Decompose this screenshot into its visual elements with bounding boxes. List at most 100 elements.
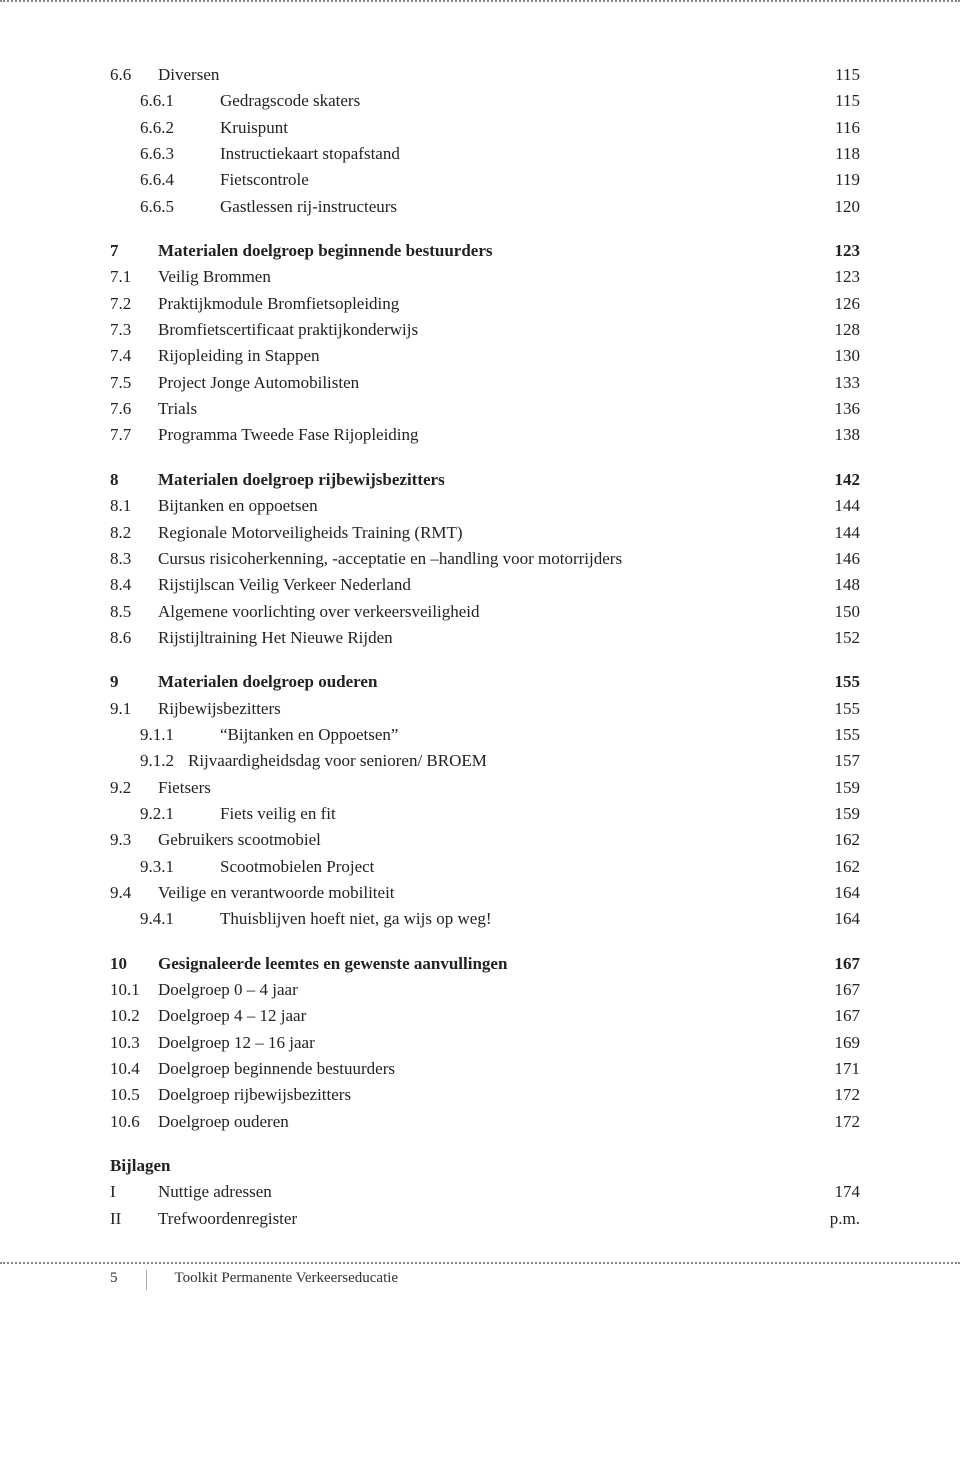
toc-page-number: 155 bbox=[815, 696, 861, 722]
toc-title: Materialen doelgroep rijbewijsbezitters bbox=[158, 467, 815, 493]
toc-page-number: 155 bbox=[815, 669, 861, 695]
toc-page-content: 6.6Diversen1156.6.1Gedragscode skaters11… bbox=[0, 2, 960, 1262]
toc-number: 9 bbox=[110, 669, 158, 695]
toc-label: 8Materialen doelgroep rijbewijsbezitters bbox=[110, 467, 815, 493]
toc-entry: Bijlagen bbox=[110, 1153, 860, 1179]
toc-label: 8.4Rijstijlscan Veilig Verkeer Nederland bbox=[110, 572, 815, 598]
toc-number: 7.1 bbox=[110, 264, 158, 290]
toc-entry: 6.6.1Gedragscode skaters115 bbox=[110, 88, 860, 114]
toc-page-number: 115 bbox=[815, 88, 860, 114]
toc-entry: 10.5Doelgroep rijbewijsbezitters172 bbox=[110, 1082, 860, 1108]
toc-number: 8.4 bbox=[110, 572, 158, 598]
toc-title: Rijbewijsbezitters bbox=[158, 696, 815, 722]
toc-page-number: 164 bbox=[815, 880, 861, 906]
toc-number: 6.6.4 bbox=[140, 167, 220, 193]
toc-label: 9Materialen doelgroep ouderen bbox=[110, 669, 815, 695]
toc-number: 8 bbox=[110, 467, 158, 493]
toc-label: 7.2Praktijkmodule Bromfietsopleiding bbox=[110, 291, 815, 317]
toc-label: INuttige adressen bbox=[110, 1179, 815, 1205]
toc-number: 8.5 bbox=[110, 599, 158, 625]
toc-label: 7.7Programma Tweede Fase Rijopleiding bbox=[110, 422, 815, 448]
toc-entry: 6.6.3Instructiekaart stopafstand118 bbox=[110, 141, 860, 167]
toc-label: 10.2Doelgroep 4 – 12 jaar bbox=[110, 1003, 815, 1029]
toc-entry: 7Materialen doelgroep beginnende bestuur… bbox=[110, 238, 860, 264]
toc-title: Materialen doelgroep ouderen bbox=[158, 669, 815, 695]
toc-number: 9.1 bbox=[110, 696, 158, 722]
toc-title: Gebruikers scootmobiel bbox=[158, 827, 815, 853]
toc-entry: 7.4Rijopleiding in Stappen130 bbox=[110, 343, 860, 369]
toc-number: 6.6.3 bbox=[140, 141, 220, 167]
toc-number: 7.5 bbox=[110, 370, 158, 396]
page-footer: 5 Toolkit Permanente Verkeerseducatie bbox=[0, 1264, 960, 1308]
toc-entry: 8.2Regionale Motorveiligheids Training (… bbox=[110, 520, 860, 546]
toc-entry: 7.3Bromfietscertificaat praktijkonderwij… bbox=[110, 317, 860, 343]
toc-page-number: 115 bbox=[815, 62, 860, 88]
toc-label: 10Gesignaleerde leemtes en gewenste aanv… bbox=[110, 951, 815, 977]
toc-entry: 9Materialen doelgroep ouderen155 bbox=[110, 669, 860, 695]
toc-label: 9.4.1Thuisblijven hoeft niet, ga wijs op… bbox=[140, 906, 815, 932]
toc-number: 10.3 bbox=[110, 1030, 158, 1056]
toc-label: 9.2Fietsers bbox=[110, 775, 815, 801]
section-gap bbox=[110, 220, 860, 238]
toc-title: Doelgroep rijbewijsbezitters bbox=[158, 1082, 815, 1108]
toc-title: Diversen bbox=[158, 62, 815, 88]
footer-divider bbox=[146, 1270, 147, 1290]
toc-label: 9.3.1Scootmobielen Project bbox=[140, 854, 815, 880]
toc-page-number: 169 bbox=[815, 1030, 861, 1056]
toc-title: Cursus risicoherkenning, -acceptatie en … bbox=[158, 546, 815, 572]
toc-entry: 9.1Rijbewijsbezitters155 bbox=[110, 696, 860, 722]
toc-page-number: 167 bbox=[815, 977, 861, 1003]
toc-label: 10.5Doelgroep rijbewijsbezitters bbox=[110, 1082, 815, 1108]
toc-number: 7 bbox=[110, 238, 158, 264]
toc-label: 7.5Project Jonge Automobilisten bbox=[110, 370, 815, 396]
toc-label: 8.3Cursus risicoherkenning, -acceptatie … bbox=[110, 546, 815, 572]
toc-entry: 9.2.1Fiets veilig en fit159 bbox=[110, 801, 860, 827]
toc-container: 6.6Diversen1156.6.1Gedragscode skaters11… bbox=[110, 62, 860, 1232]
toc-page-number: 162 bbox=[815, 854, 861, 880]
toc-number: 7.4 bbox=[110, 343, 158, 369]
toc-label: 7.1Veilig Brommen bbox=[110, 264, 815, 290]
section-gap bbox=[110, 1135, 860, 1153]
toc-label: 9.3Gebruikers scootmobiel bbox=[110, 827, 815, 853]
toc-page-number: 174 bbox=[815, 1179, 861, 1205]
toc-entry: 6.6.4Fietscontrole119 bbox=[110, 167, 860, 193]
toc-page-number: 150 bbox=[815, 599, 861, 625]
toc-entry: 10.6Doelgroep ouderen172 bbox=[110, 1109, 860, 1135]
toc-entry: 7.7Programma Tweede Fase Rijopleiding138 bbox=[110, 422, 860, 448]
toc-title: Materialen doelgroep beginnende bestuurd… bbox=[158, 238, 815, 264]
section-gap bbox=[110, 933, 860, 951]
toc-title: Gesignaleerde leemtes en gewenste aanvul… bbox=[158, 951, 815, 977]
toc-title: Project Jonge Automobilisten bbox=[158, 370, 815, 396]
toc-page-number: 136 bbox=[815, 396, 861, 422]
toc-entry: 8.4Rijstijlscan Veilig Verkeer Nederland… bbox=[110, 572, 860, 598]
toc-page-number: 171 bbox=[815, 1056, 861, 1082]
toc-entry: 10Gesignaleerde leemtes en gewenste aanv… bbox=[110, 951, 860, 977]
toc-label: 9.1.2Rijvaardigheidsdag voor senioren/ B… bbox=[140, 748, 815, 774]
toc-title: Kruispunt bbox=[220, 115, 815, 141]
toc-number: 7.7 bbox=[110, 422, 158, 448]
section-gap bbox=[110, 449, 860, 467]
toc-number: 9.3.1 bbox=[140, 854, 220, 880]
toc-title: Doelgroep beginnende bestuurders bbox=[158, 1056, 815, 1082]
toc-title: Veilige en verantwoorde mobiliteit bbox=[158, 880, 815, 906]
toc-number: 9.4.1 bbox=[140, 906, 220, 932]
page-number: 5 bbox=[110, 1270, 118, 1287]
toc-title: Fiets veilig en fit bbox=[220, 801, 815, 827]
toc-label: 7.3Bromfietscertificaat praktijkonderwij… bbox=[110, 317, 815, 343]
toc-number: 9.1.2 bbox=[140, 748, 188, 774]
toc-entry: 8.1Bijtanken en oppoetsen144 bbox=[110, 493, 860, 519]
toc-label: 8.6Rijstijltraining Het Nieuwe Rijden bbox=[110, 625, 815, 651]
toc-page-number: 167 bbox=[815, 951, 861, 977]
toc-label: 9.2.1Fiets veilig en fit bbox=[140, 801, 815, 827]
toc-number: 8.1 bbox=[110, 493, 158, 519]
toc-number: 6.6 bbox=[110, 62, 158, 88]
toc-label: 10.6Doelgroep ouderen bbox=[110, 1109, 815, 1135]
toc-page-number: 159 bbox=[815, 801, 861, 827]
toc-page-number: 123 bbox=[815, 264, 861, 290]
toc-title: Bijlagen bbox=[110, 1153, 840, 1179]
toc-entry: 7.1Veilig Brommen123 bbox=[110, 264, 860, 290]
toc-title: Rijopleiding in Stappen bbox=[158, 343, 815, 369]
toc-number: 9.3 bbox=[110, 827, 158, 853]
toc-page-number: 128 bbox=[815, 317, 861, 343]
toc-entry: 10.3Doelgroep 12 – 16 jaar169 bbox=[110, 1030, 860, 1056]
